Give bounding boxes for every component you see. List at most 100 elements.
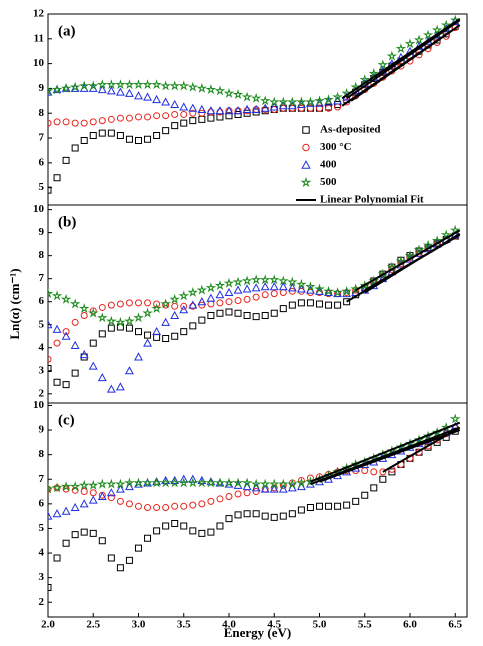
y-tick-label: 5 <box>39 318 45 330</box>
legend-symbol <box>300 176 312 188</box>
legend-label: Linear Polynomial Fit <box>320 194 424 206</box>
data-point <box>187 81 199 92</box>
data-point <box>269 96 280 107</box>
data-point <box>133 477 144 488</box>
data-point <box>144 504 152 511</box>
data-point <box>48 186 52 194</box>
data-point <box>71 144 79 152</box>
data-point <box>431 24 443 35</box>
data-point <box>278 282 288 291</box>
data-point <box>48 288 54 299</box>
data-point <box>422 239 434 250</box>
data-point <box>125 366 134 375</box>
data-point <box>269 282 279 291</box>
data-point <box>88 495 98 504</box>
data-point <box>279 289 287 296</box>
data-point <box>88 361 98 370</box>
data-point <box>269 274 280 285</box>
data-point <box>162 335 170 343</box>
plot-area <box>48 14 461 194</box>
data-point <box>106 315 117 326</box>
data-point <box>406 57 414 65</box>
data-point <box>196 284 208 295</box>
data-point <box>170 99 180 109</box>
data-point <box>125 114 133 122</box>
data-point <box>171 111 179 118</box>
data-point <box>250 92 262 103</box>
data-point <box>296 481 306 491</box>
data-point <box>180 119 188 127</box>
data-point <box>178 477 189 488</box>
data-point <box>198 109 206 117</box>
data-point <box>205 477 217 488</box>
data-point <box>97 373 107 382</box>
y-tick-label: 5 <box>39 522 45 534</box>
data-point <box>162 522 170 530</box>
data-point <box>153 132 161 140</box>
y-tick-label: 6 <box>39 497 45 509</box>
data-point <box>106 79 117 90</box>
data-point <box>142 79 153 90</box>
data-point <box>198 316 206 324</box>
data-point <box>153 504 161 511</box>
data-point <box>278 96 289 107</box>
data-point <box>406 454 414 462</box>
data-point <box>234 297 242 304</box>
data-point <box>370 468 378 476</box>
data-point <box>224 106 234 115</box>
data-point <box>198 500 206 508</box>
data-point <box>62 118 70 126</box>
data-point <box>323 94 334 105</box>
data-point <box>206 293 216 302</box>
data-point <box>361 467 369 475</box>
data-point <box>215 290 225 299</box>
y-tick-label: 3 <box>39 571 45 583</box>
y-axis-label: Ln(α) (cm⁻¹) <box>7 268 22 339</box>
data-point <box>88 80 99 91</box>
data-point <box>97 79 108 90</box>
data-point <box>143 92 152 101</box>
data-point <box>334 103 342 111</box>
data-point <box>125 481 134 491</box>
data-point <box>440 229 452 240</box>
data-point <box>232 477 244 488</box>
data-point <box>80 119 88 127</box>
data-point <box>314 283 325 294</box>
data-point <box>216 495 224 503</box>
data-point <box>48 355 52 363</box>
data-point <box>143 338 152 347</box>
panel-label: (b) <box>58 214 76 230</box>
data-point <box>306 299 314 307</box>
data-point <box>179 305 189 314</box>
data-point <box>144 135 152 143</box>
data-point <box>223 87 235 98</box>
fit-line <box>341 18 461 107</box>
data-point <box>48 320 53 329</box>
data-point <box>297 104 305 112</box>
data-point <box>88 307 99 318</box>
data-point <box>161 475 171 484</box>
data-point <box>107 324 115 332</box>
data-point <box>343 501 351 509</box>
data-point <box>259 274 271 285</box>
data-point <box>270 290 278 298</box>
data-point <box>333 96 343 105</box>
data-point <box>214 280 226 291</box>
data-point <box>71 369 79 377</box>
data-point <box>232 276 244 287</box>
data-point <box>261 312 269 320</box>
data-point <box>152 326 162 336</box>
data-point <box>180 522 188 530</box>
data-point <box>48 583 52 591</box>
data-point <box>171 122 179 130</box>
data-point <box>288 510 296 518</box>
data-point <box>169 293 180 304</box>
data-point <box>188 103 198 112</box>
data-point <box>361 491 369 499</box>
x-tick-label: 2.5 <box>86 619 100 631</box>
data-point <box>395 43 407 54</box>
data-point <box>252 313 260 321</box>
data-point <box>234 110 242 118</box>
data-point <box>161 97 171 106</box>
data-point <box>188 474 198 483</box>
